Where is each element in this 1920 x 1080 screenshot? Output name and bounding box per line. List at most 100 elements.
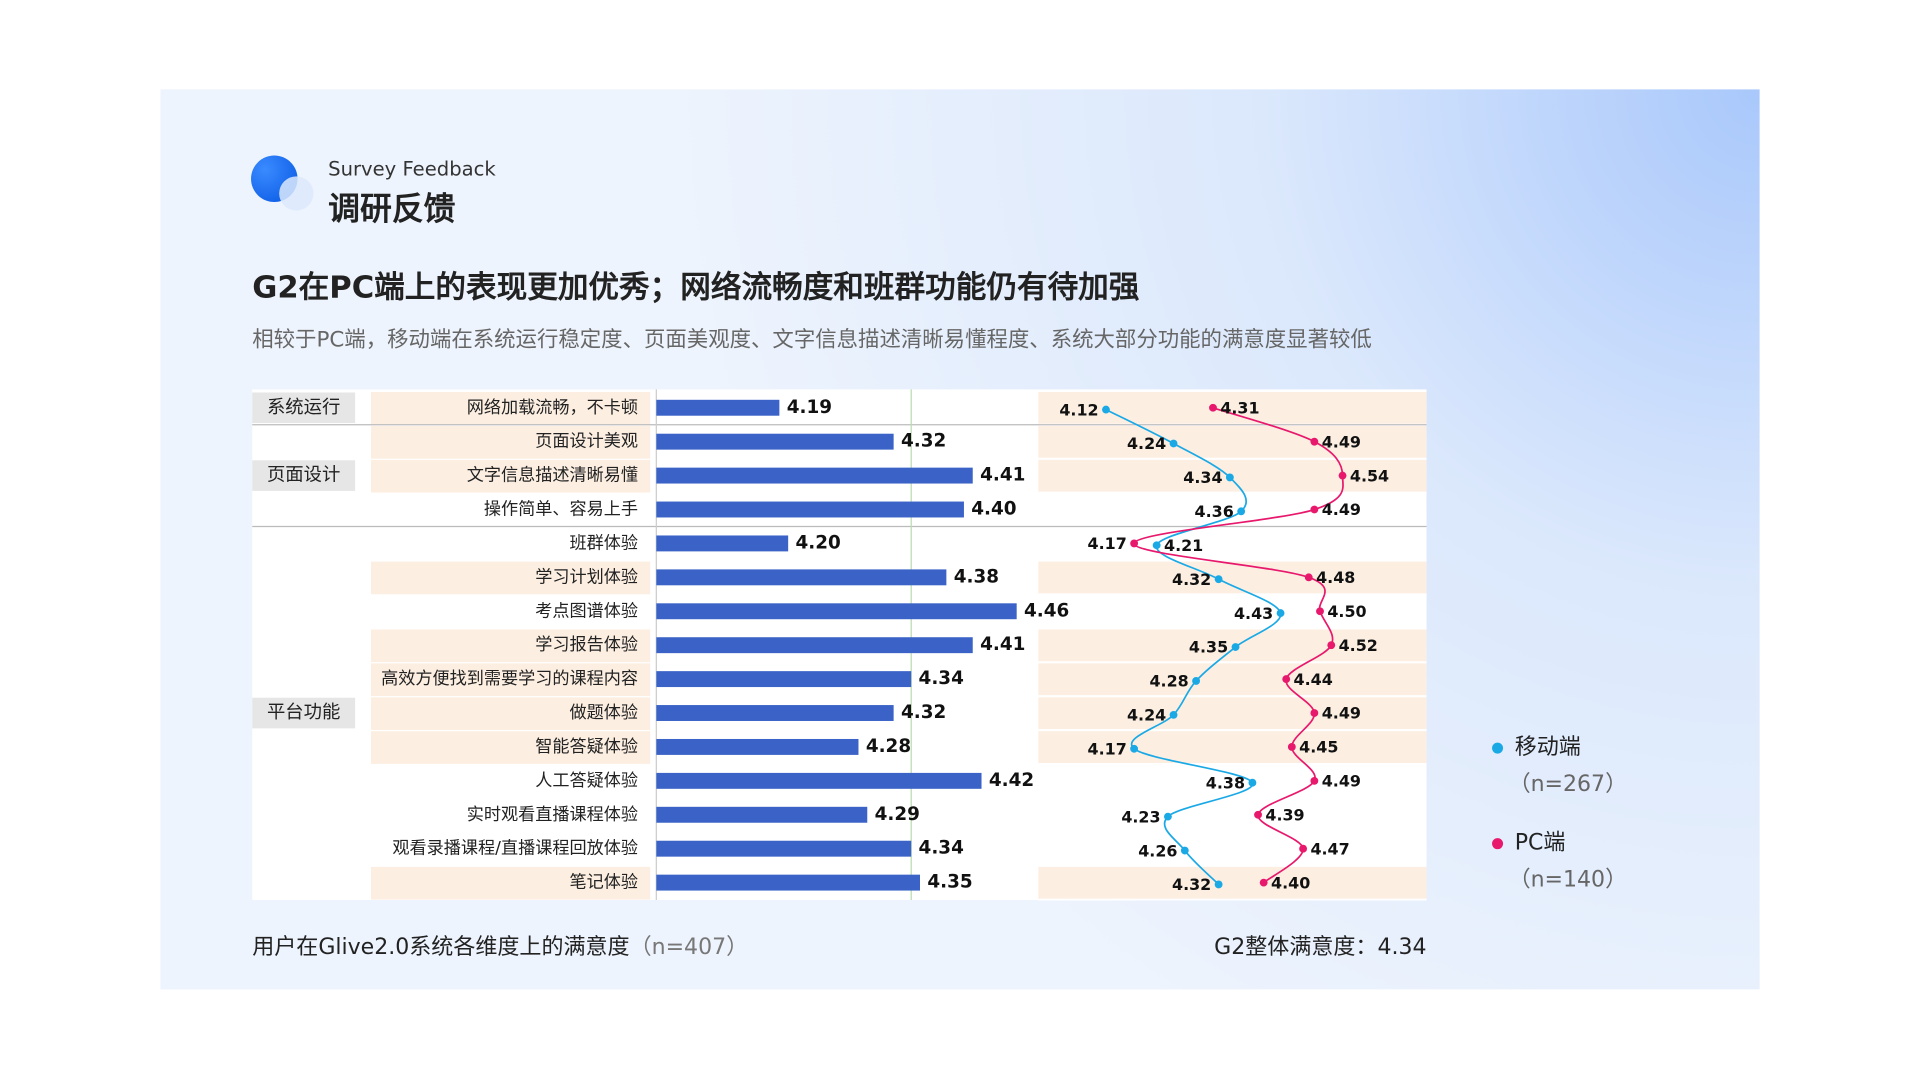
bar-label: 4.34 (919, 668, 964, 689)
row-shade (371, 561, 651, 595)
series-dot (1169, 439, 1178, 448)
bar (656, 840, 912, 857)
legend-name: 移动端 (1515, 735, 1581, 760)
bar-label: 4.29 (875, 804, 920, 825)
bar-label: 4.42 (989, 770, 1034, 791)
legend-sample: （n=140） (1509, 867, 1628, 892)
summary: 相较于PC端，移动端在系统运行稳定度、页面美观度、文字信息描述清晰易懂程度、系统… (252, 327, 1372, 352)
dot-label: 4.44 (1294, 670, 1333, 689)
bar (656, 501, 964, 518)
group-label: 页面设计 (267, 465, 340, 486)
series-dot (1130, 539, 1139, 548)
section-title: 调研反馈 (328, 190, 455, 228)
series-dot (1338, 471, 1347, 480)
dot-label: 4.49 (1322, 432, 1361, 451)
bar (656, 535, 789, 552)
category-label: 智能答疑体验 (535, 737, 638, 757)
bar (656, 772, 982, 789)
category-label: 文字信息描述清晰易懂 (467, 466, 638, 486)
series-dot (1287, 743, 1296, 751)
legend-sample: （n=267） (1509, 772, 1628, 797)
caption-sample: （n=407） (630, 935, 749, 960)
category-label: 观看录播课程/直播课程回放体验 (392, 839, 638, 859)
group-box (252, 697, 356, 729)
row-shade (371, 697, 651, 730)
dot-label: 4.49 (1322, 772, 1361, 791)
series-dot (1214, 880, 1223, 889)
bar-label: 4.38 (954, 566, 999, 587)
caption-text: 用户在Glive2.0系统各维度上的满意度 (252, 935, 629, 960)
row-shade (1038, 697, 1427, 730)
dot-label: 4.26 (1138, 841, 1177, 860)
legend-name: PC端 (1515, 831, 1566, 856)
series-dot (1152, 541, 1161, 550)
dot-label: 4.40 (1271, 873, 1310, 892)
bar-label: 4.35 (927, 872, 972, 893)
row-shade (1038, 425, 1427, 459)
dot-label: 4.24 (1127, 706, 1166, 725)
series-dot (1192, 677, 1200, 685)
bar-label: 4.41 (980, 465, 1025, 486)
bar (656, 569, 947, 586)
group-label: 系统运行 (267, 397, 340, 418)
series-line (1133, 406, 1344, 884)
row-shade (1038, 731, 1427, 764)
series-dot (1282, 675, 1291, 684)
series-dot (1169, 710, 1178, 719)
dot-label: 4.23 (1121, 807, 1160, 826)
series-dot (1310, 776, 1319, 785)
row-shade (371, 663, 651, 697)
row-shade (371, 392, 651, 425)
series-dot (1164, 812, 1172, 821)
dot-label: 4.24 (1127, 434, 1166, 453)
category-label: 操作简单、容易上手 (484, 500, 638, 520)
series-dot (1225, 473, 1234, 482)
group-box (252, 460, 356, 491)
category-label: 页面设计美观 (535, 432, 638, 452)
row-shade (371, 866, 651, 900)
category-label: 网络加载流畅，不卡顿 (467, 398, 638, 418)
dot-label: 4.49 (1322, 500, 1361, 519)
dot-label: 4.12 (1059, 400, 1098, 419)
caption: 用户在Glive2.0系统各维度上的满意度（n=407） (252, 935, 748, 960)
series-dot (1259, 878, 1268, 887)
category-label: 实时观看直播课程体验 (467, 805, 638, 825)
dot-label: 4.48 (1316, 568, 1355, 587)
series-dot (1209, 403, 1217, 412)
row-shade (371, 425, 651, 459)
series-dot (1254, 810, 1262, 819)
category-label: 人工答疑体验 (535, 771, 638, 791)
series-dot (1248, 778, 1257, 787)
bar (656, 671, 912, 688)
dot-label: 4.32 (1172, 570, 1211, 589)
bar (656, 874, 920, 891)
row-shade (1038, 663, 1427, 697)
category-label: 高效方便找到需要学习的课程内容 (381, 669, 638, 689)
series-dot (1310, 709, 1319, 717)
series-dot (1304, 573, 1313, 582)
series-dot (1180, 846, 1189, 855)
row-shade (1038, 866, 1427, 900)
section-en: Survey Feedback (328, 158, 496, 181)
series-dot (1214, 575, 1223, 584)
legend-dot (1492, 838, 1504, 850)
series-dot (1316, 607, 1324, 616)
dot-label: 4.17 (1088, 740, 1127, 759)
bar-label: 4.46 (1024, 600, 1069, 621)
series-dot (1310, 437, 1319, 446)
dot-label: 4.17 (1088, 534, 1127, 553)
series-dot (1310, 505, 1319, 514)
overall: G2整体满意度：4.34 (1214, 935, 1426, 960)
dot-label: 4.32 (1172, 875, 1211, 894)
bar-label: 4.41 (980, 634, 1025, 655)
row-shade (371, 459, 651, 493)
series-dot (1237, 507, 1246, 516)
row-shade (371, 731, 651, 764)
group-label: 平台功能 (267, 702, 340, 723)
dot-label: 4.34 (1183, 468, 1222, 487)
row-shade (1038, 561, 1427, 595)
bar-label: 4.32 (901, 702, 946, 723)
dot-label: 4.21 (1164, 536, 1203, 555)
